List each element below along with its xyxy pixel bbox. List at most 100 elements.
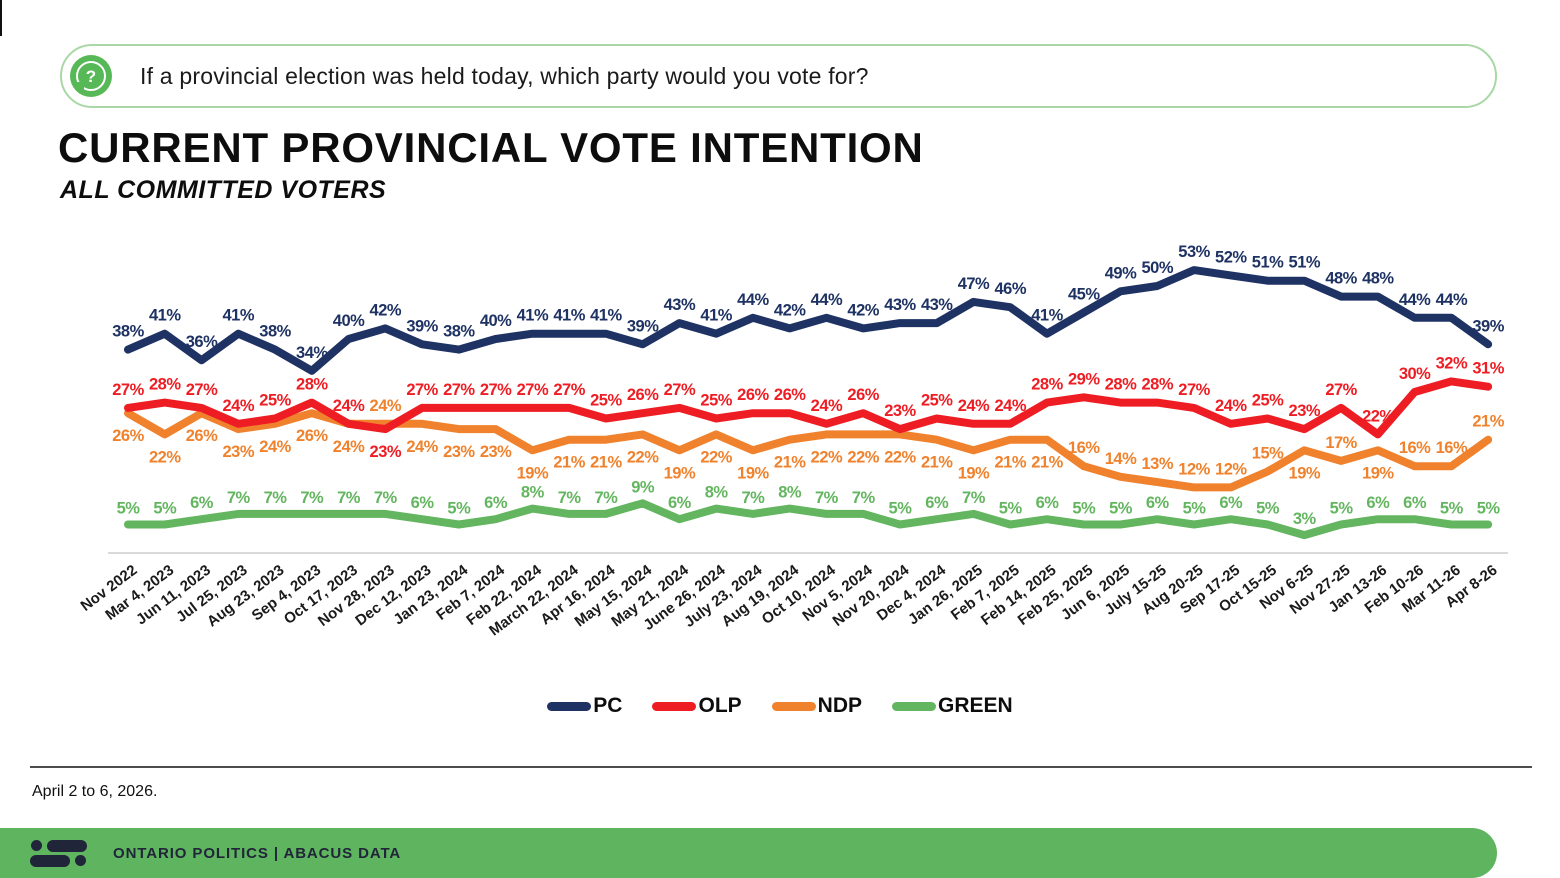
data-label-green: 6% xyxy=(925,494,949,512)
question-bubble-icon: ? xyxy=(70,55,112,97)
data-label-olp: 27% xyxy=(480,381,512,399)
data-label-green: 7% xyxy=(227,489,251,507)
data-label-pc: 40% xyxy=(480,312,512,330)
data-label-pc: 40% xyxy=(333,312,365,330)
data-label-pc: 52% xyxy=(1215,248,1247,266)
data-label-green: 7% xyxy=(300,489,324,507)
legend-label: PC xyxy=(593,694,623,717)
logo-dot xyxy=(31,840,42,851)
data-label-ndp: 26% xyxy=(296,427,328,445)
data-label-green: 5% xyxy=(1109,500,1133,518)
data-label-ndp: 22% xyxy=(847,448,879,466)
data-label-ndp: 16% xyxy=(1436,439,1468,457)
legend-item-olp: OLP xyxy=(652,694,742,718)
legend-swatch-green xyxy=(892,701,936,711)
data-label-olp: 28% xyxy=(1142,376,1174,394)
data-label-olp: 26% xyxy=(847,386,879,404)
data-label-green: 6% xyxy=(1366,494,1390,512)
data-label-olp: 25% xyxy=(590,392,622,410)
data-label-green: 7% xyxy=(962,489,986,507)
data-label-olp: 26% xyxy=(627,386,659,404)
data-label-ndp: 21% xyxy=(590,454,622,472)
legend-item-pc: PC xyxy=(547,694,622,718)
data-label-olp: 27% xyxy=(517,381,549,399)
data-label-pc: 42% xyxy=(774,301,806,319)
data-label-olp: 27% xyxy=(406,381,438,399)
data-label-green: 5% xyxy=(153,500,177,518)
data-label-green: 5% xyxy=(999,500,1023,518)
legend-label: OLP xyxy=(698,694,742,717)
data-label-ndp: 24% xyxy=(370,397,402,415)
series-line-pc xyxy=(124,266,1493,375)
data-label-olp: 30% xyxy=(1399,365,1431,383)
fieldwork-date-note: April 2 to 6, 2026. xyxy=(32,783,158,800)
data-label-ndp: 16% xyxy=(1399,439,1431,457)
data-label-pc: 34% xyxy=(296,344,328,362)
data-label-ndp: 21% xyxy=(994,454,1026,472)
data-label-pc: 46% xyxy=(994,280,1026,298)
data-label-ndp: 22% xyxy=(700,448,732,466)
data-label-olp: 24% xyxy=(811,397,843,415)
data-label-pc: 41% xyxy=(223,307,255,325)
data-label-ndp: 24% xyxy=(406,438,438,456)
data-label-ndp: 22% xyxy=(149,448,181,466)
data-label-olp: 24% xyxy=(333,397,365,415)
legend-swatch-olp xyxy=(652,701,697,711)
data-label-ndp: 14% xyxy=(1105,450,1137,468)
data-label-pc: 48% xyxy=(1325,270,1357,288)
data-label-pc: 41% xyxy=(149,307,181,325)
data-label-ndp: 19% xyxy=(958,464,990,482)
slide-corner-mark xyxy=(0,0,2,36)
data-label-olp: 23% xyxy=(370,443,402,461)
legend-item-ndp: NDP xyxy=(771,694,862,718)
data-label-olp: 28% xyxy=(296,376,328,394)
data-label-olp: 27% xyxy=(664,381,696,399)
data-label-pc: 44% xyxy=(811,291,843,309)
data-label-green: 5% xyxy=(1330,500,1354,518)
data-label-ndp: 21% xyxy=(553,454,585,472)
data-label-pc: 41% xyxy=(590,307,622,325)
data-label-olp: 27% xyxy=(443,381,475,399)
data-label-green: 7% xyxy=(374,489,398,507)
data-label-pc: 43% xyxy=(921,296,953,314)
data-label-green: 6% xyxy=(484,494,508,512)
data-label-olp: 26% xyxy=(737,386,769,404)
data-label-olp: 24% xyxy=(994,397,1026,415)
data-label-olp: 24% xyxy=(1215,397,1247,415)
page-title: CURRENT PROVINCIAL VOTE INTENTION xyxy=(58,124,924,171)
abacus-data-logo xyxy=(30,839,87,867)
brand-footer-bar: ONTARIO POLITICS | ABACUS DATA xyxy=(0,828,1497,878)
legend-item-green: GREEN xyxy=(892,694,1013,718)
data-label-olp: 23% xyxy=(1289,402,1321,420)
brand-footer-text: ONTARIO POLITICS | ABACUS DATA xyxy=(113,844,402,862)
data-label-ndp: 19% xyxy=(1362,464,1394,482)
data-label-green: 7% xyxy=(815,489,839,507)
legend-swatch-pc xyxy=(547,701,592,711)
data-label-pc: 48% xyxy=(1362,270,1394,288)
data-label-ndp: 24% xyxy=(333,438,365,456)
data-label-pc: 38% xyxy=(443,323,475,341)
data-label-green: 6% xyxy=(1403,494,1427,512)
data-label-ndp: 13% xyxy=(1142,455,1174,473)
data-label-olp: 23% xyxy=(884,402,916,420)
question-glyph: ? xyxy=(76,61,106,91)
data-label-green: 7% xyxy=(852,489,876,507)
data-label-pc: 50% xyxy=(1142,259,1174,277)
data-label-olp: 25% xyxy=(1252,392,1284,410)
data-label-ndp: 26% xyxy=(112,427,144,445)
data-label-green: 7% xyxy=(741,489,765,507)
data-label-pc: 42% xyxy=(847,301,879,319)
page-subtitle: ALL COMMITTED VOTERS xyxy=(60,176,387,204)
data-label-pc: 36% xyxy=(186,333,218,351)
data-label-pc: 39% xyxy=(406,317,438,335)
data-label-olp: 27% xyxy=(553,381,585,399)
data-label-ndp: 15% xyxy=(1252,445,1284,463)
data-label-pc: 47% xyxy=(958,275,990,293)
data-label-ndp: 21% xyxy=(921,454,953,472)
data-label-olp: 29% xyxy=(1068,370,1100,388)
logo-bar xyxy=(30,854,70,867)
data-label-pc: 45% xyxy=(1068,286,1100,304)
data-label-green: 6% xyxy=(1036,494,1060,512)
data-label-green: 5% xyxy=(889,500,913,518)
